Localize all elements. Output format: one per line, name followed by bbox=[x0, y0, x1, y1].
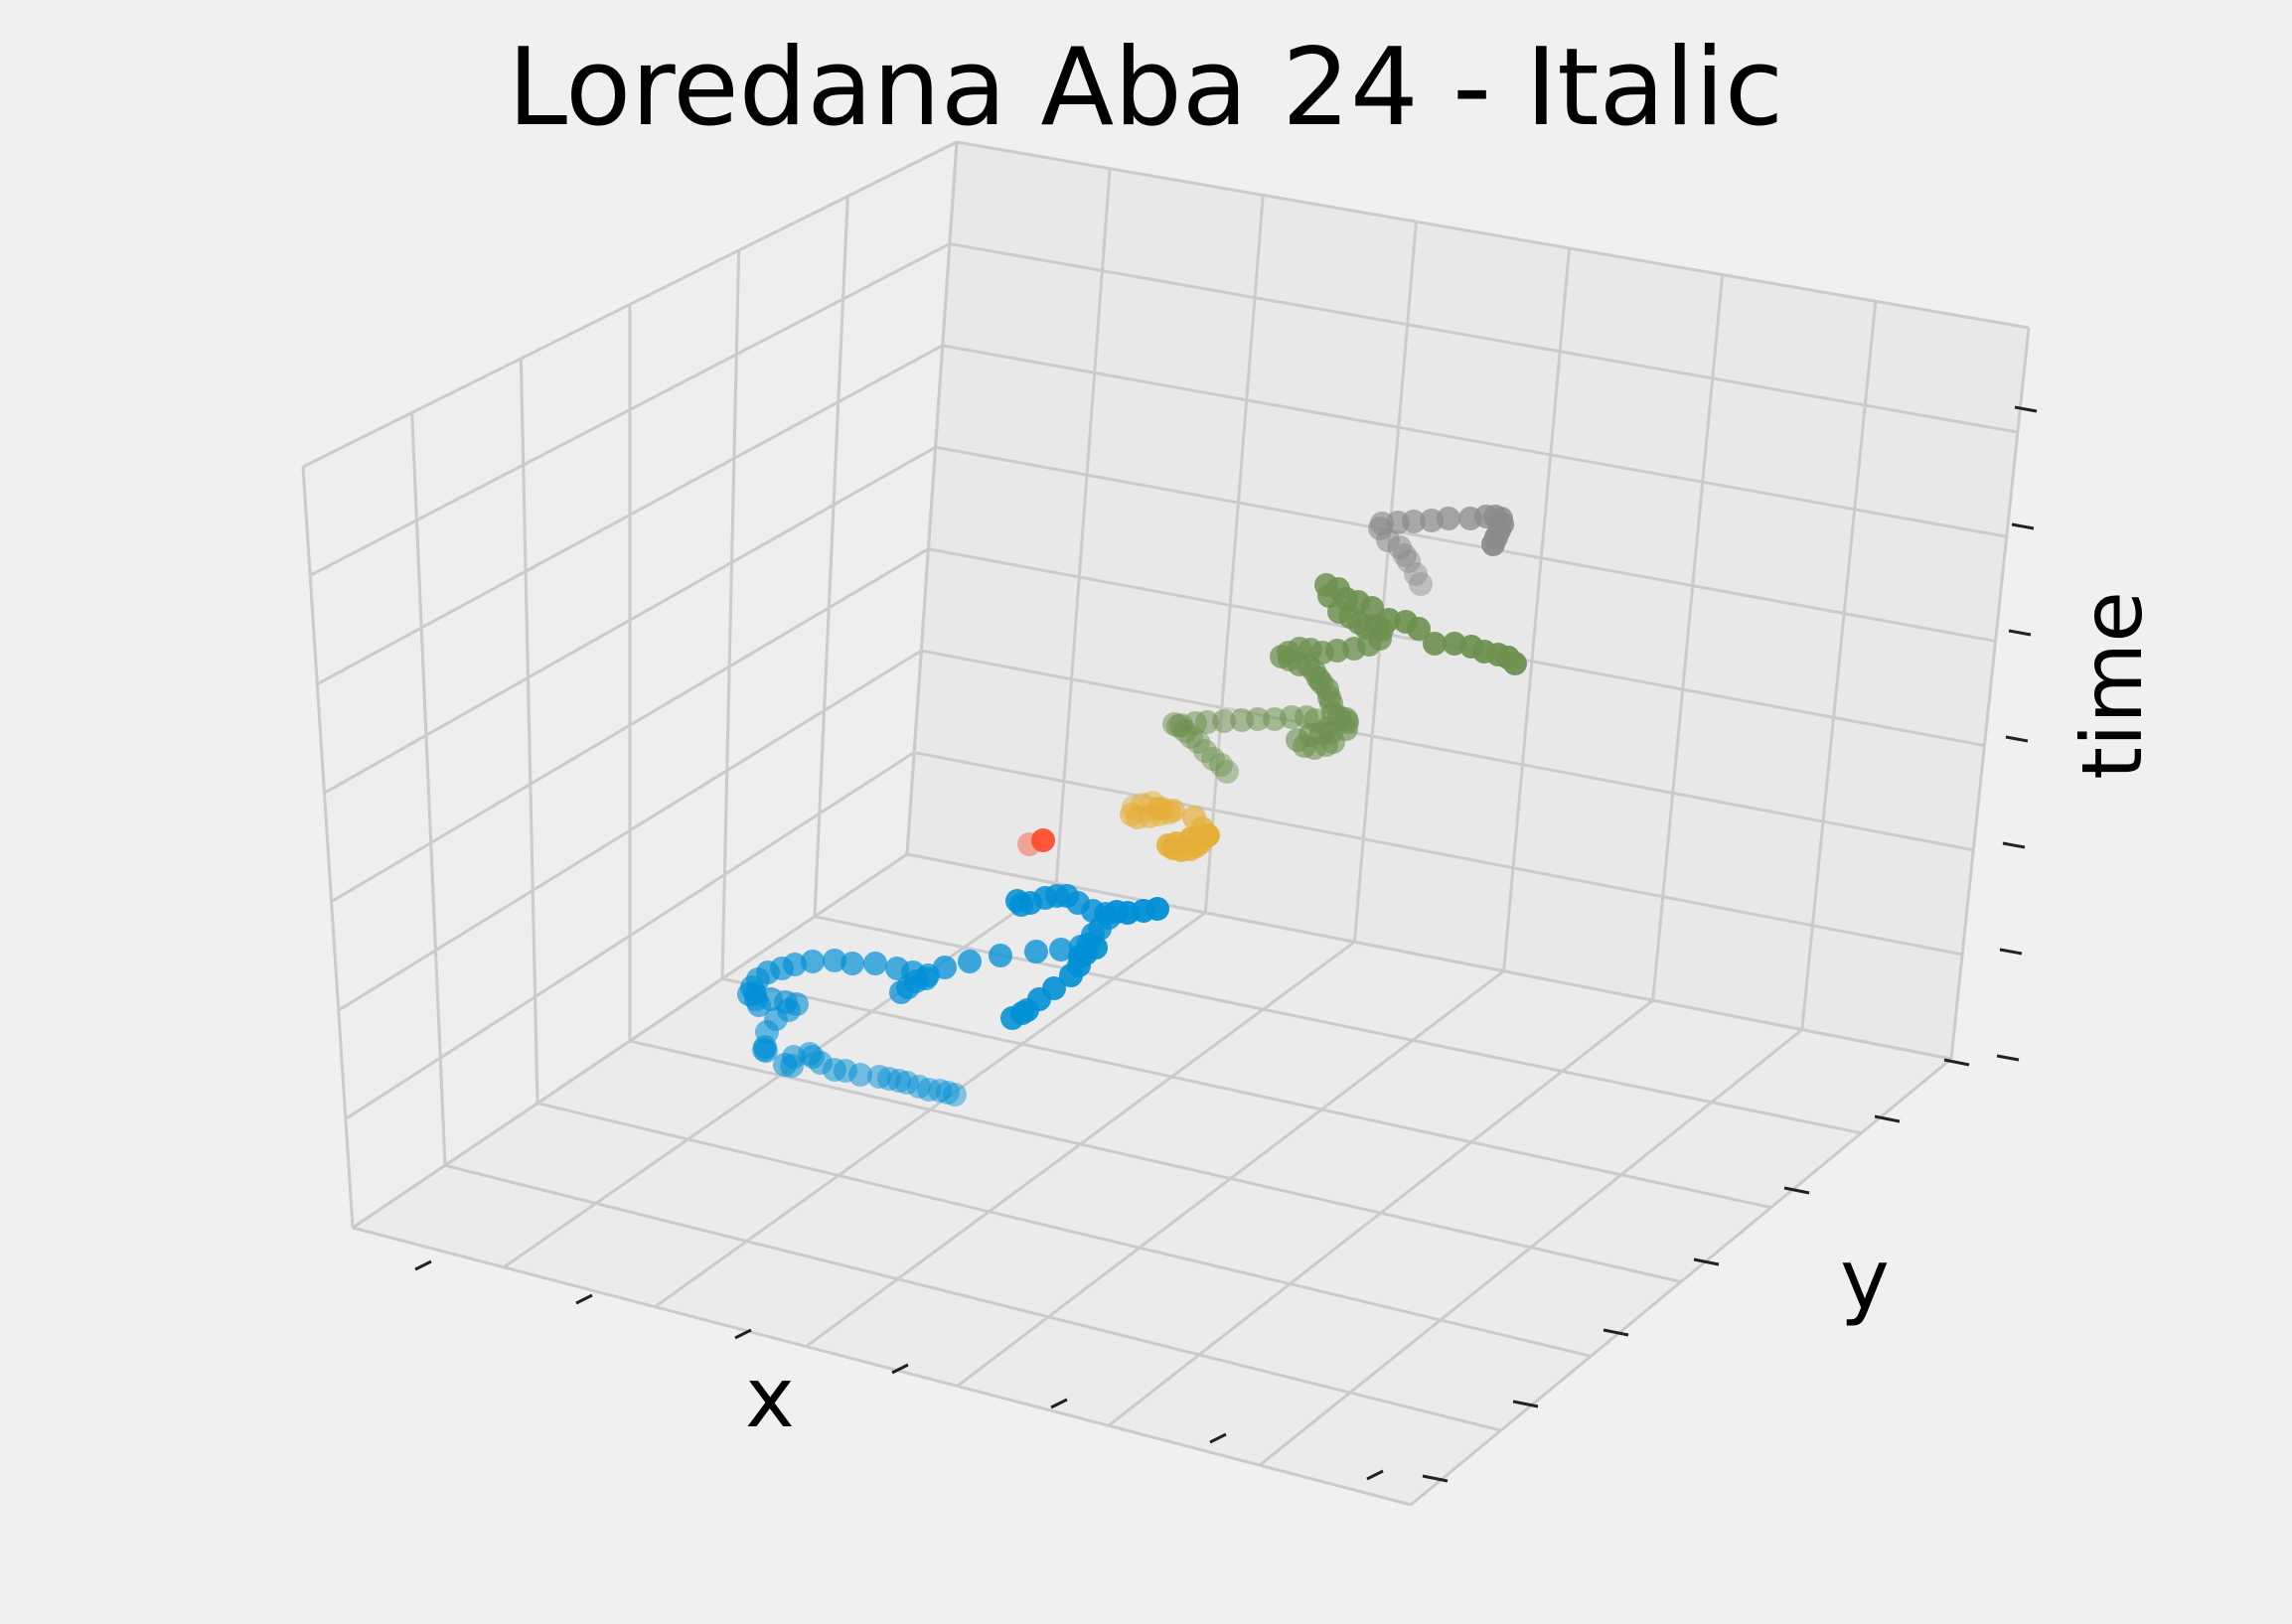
grid-line-right-time bbox=[921, 649, 1974, 852]
data-point-series-0 bbox=[914, 966, 938, 990]
grid-line-floor-y bbox=[629, 1039, 1682, 1283]
grid-line-right-vertical bbox=[1502, 247, 1572, 971]
chart-title: Loredana Aba 24 - Italic bbox=[508, 26, 1783, 150]
y-tick bbox=[1874, 1114, 1901, 1123]
z-tick bbox=[2011, 522, 2035, 530]
data-point-series-2 bbox=[1161, 799, 1185, 822]
y-tick bbox=[1603, 1328, 1629, 1337]
x-tick bbox=[414, 1259, 432, 1271]
grid-line-floor-y bbox=[906, 852, 1952, 1061]
data-point-series-0 bbox=[823, 949, 846, 972]
z-tick bbox=[1996, 1054, 2020, 1062]
data-point-series-4 bbox=[1481, 532, 1505, 556]
data-point-series-4 bbox=[1402, 510, 1426, 533]
data-point-series-0 bbox=[936, 1081, 960, 1105]
data-point-series-0 bbox=[943, 1083, 967, 1107]
y-tick bbox=[1943, 1058, 1970, 1067]
data-point-series-0 bbox=[1024, 940, 1048, 963]
data-point-series-0 bbox=[958, 950, 982, 973]
z-tick bbox=[2008, 629, 2032, 637]
grid-line-left-vertical bbox=[301, 466, 355, 1229]
grid-line-left-vertical bbox=[410, 412, 447, 1166]
data-point-series-0 bbox=[887, 1069, 911, 1093]
data-point-series-0 bbox=[1049, 938, 1073, 961]
data-point-series-0 bbox=[801, 950, 825, 973]
data-point-series-4 bbox=[1409, 572, 1433, 596]
x-tick bbox=[575, 1293, 593, 1305]
grid-line-right-time bbox=[935, 445, 1996, 643]
grid-line-right-time bbox=[942, 344, 2007, 538]
grid-line-right-time bbox=[949, 241, 2019, 434]
grid-line-right-vertical bbox=[1054, 168, 1112, 884]
grid-line-right-time bbox=[956, 140, 2030, 330]
grid-line-left-vertical bbox=[720, 249, 741, 979]
grid-line-right-time bbox=[913, 751, 1963, 957]
data-point-series-0 bbox=[867, 1065, 891, 1089]
data-point-series-3 bbox=[1407, 617, 1431, 641]
grid-line-floor-y bbox=[721, 976, 1771, 1210]
data-point-series-0 bbox=[895, 1071, 919, 1095]
data-points bbox=[737, 505, 1527, 1107]
data-point-series-3 bbox=[1193, 739, 1217, 763]
data-point-series-0 bbox=[989, 944, 1012, 967]
data-point-series-0 bbox=[928, 1079, 952, 1103]
y-tick bbox=[1783, 1186, 1810, 1195]
x-tick bbox=[1050, 1398, 1068, 1409]
data-point-series-3 bbox=[1186, 730, 1210, 754]
data-point-series-1 bbox=[1031, 828, 1055, 852]
data-point-series-3 bbox=[1246, 707, 1270, 731]
data-point-series-0 bbox=[1005, 889, 1029, 913]
data-point-series-3 bbox=[1423, 632, 1447, 656]
z-axis-label: time bbox=[2063, 591, 2161, 780]
z-tick bbox=[1999, 948, 2023, 956]
x-tick bbox=[1366, 1469, 1384, 1481]
z-tick bbox=[2005, 735, 2029, 743]
grid-line-right-vertical bbox=[1800, 301, 1878, 1030]
grid-line-floor-y bbox=[444, 1163, 1502, 1432]
grid-line-left-vertical bbox=[905, 141, 959, 855]
grid-line-right-vertical bbox=[1651, 274, 1725, 1001]
grid-line-floor-y bbox=[536, 1102, 1592, 1358]
data-point-series-0 bbox=[863, 952, 887, 975]
y-axis-label: y bbox=[1840, 1231, 1890, 1328]
data-point-series-0 bbox=[783, 953, 807, 976]
data-point-series-4 bbox=[1437, 507, 1460, 530]
grid-line-left-vertical bbox=[519, 358, 539, 1104]
data-point-series-0 bbox=[1146, 897, 1169, 921]
data-point-series-0 bbox=[773, 1053, 797, 1077]
grid-lines bbox=[301, 140, 2031, 1507]
grid-line-right-vertical bbox=[1203, 195, 1265, 913]
data-point-series-2 bbox=[1120, 803, 1144, 826]
x-tick bbox=[734, 1328, 752, 1340]
data-point-series-0 bbox=[1084, 936, 1108, 960]
data-point-series-3 bbox=[1209, 753, 1233, 777]
data-point-series-0 bbox=[1042, 976, 1066, 1000]
data-point-series-3 bbox=[1201, 747, 1225, 771]
grid-line-right-vertical bbox=[1949, 327, 2031, 1060]
y-tick bbox=[1693, 1257, 1720, 1266]
grid-line-right-vertical bbox=[1352, 221, 1418, 943]
z-tick bbox=[2014, 405, 2038, 413]
data-point-series-0 bbox=[840, 952, 864, 975]
x-axis-label: x bbox=[745, 1349, 795, 1446]
data-point-series-0 bbox=[907, 1075, 931, 1099]
data-point-series-0 bbox=[917, 1078, 941, 1102]
data-point-series-3 bbox=[1195, 710, 1219, 734]
grid-line-floor-y bbox=[352, 1226, 1412, 1507]
data-point-series-3 bbox=[1212, 709, 1236, 733]
grid-line-left-vertical bbox=[813, 196, 849, 917]
floor-pane bbox=[353, 854, 1951, 1505]
x-tick bbox=[891, 1363, 909, 1375]
data-point-series-3 bbox=[1215, 760, 1239, 784]
x-tick bbox=[1209, 1432, 1227, 1444]
y-tick bbox=[1422, 1474, 1449, 1483]
data-point-series-3 bbox=[1503, 652, 1527, 675]
data-point-series-2 bbox=[1196, 823, 1220, 847]
data-point-series-3 bbox=[1360, 596, 1384, 620]
tick-marks bbox=[414, 405, 2038, 1483]
z-tick bbox=[2002, 841, 2026, 849]
y-tick bbox=[1512, 1400, 1539, 1408]
data-point-series-0 bbox=[933, 956, 957, 979]
